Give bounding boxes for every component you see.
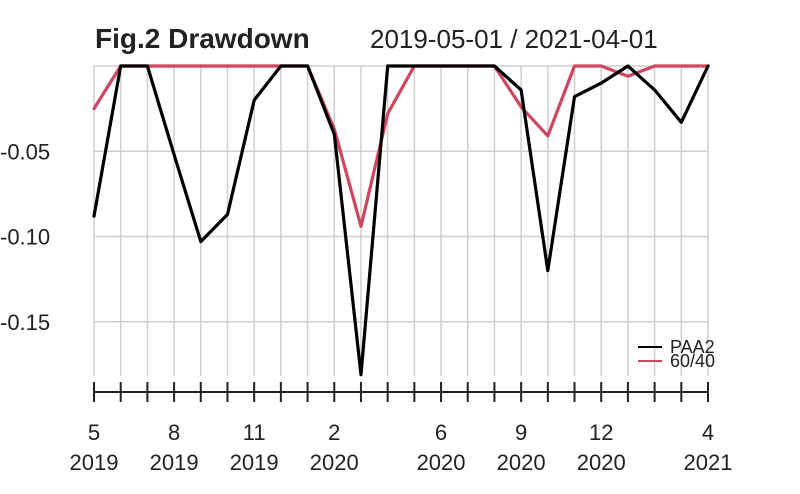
x-tick-label-month: 8 <box>168 420 180 445</box>
x-tick-label-year: 2021 <box>684 450 733 475</box>
y-tick-label: -0.05 <box>0 139 50 164</box>
series-lines <box>92 64 710 377</box>
legend-label: PAA2 <box>670 337 715 357</box>
x-tick-label-month: 5 <box>88 420 100 445</box>
x-tick-label-year: 2019 <box>150 450 199 475</box>
y-axis-tick-labels: -0.05 -0.10 -0.15 <box>0 139 50 335</box>
series-line-6040 <box>92 64 710 228</box>
x-axis: 5 2019 8 2019 11 2019 2 2020 6 2020 9 2020 12 2020 4 20… <box>70 382 733 475</box>
x-tick-label-month: 12 <box>589 420 613 445</box>
x-tick-label-year: 2020 <box>497 450 546 475</box>
x-tick-label-year: 2019 <box>70 450 119 475</box>
y-tick-label: -0.15 <box>0 310 50 335</box>
x-tick-label-month: 4 <box>702 420 714 445</box>
x-tick-label-month: 9 <box>515 420 527 445</box>
y-tick-label: -0.10 <box>0 225 50 250</box>
chart-date-range: 2019-05-01 / 2021-04-01 <box>370 24 658 54</box>
x-tick-label-year: 2020 <box>417 450 466 475</box>
x-tick-label-year: 2020 <box>310 450 359 475</box>
x-tick-label-month: 11 <box>243 420 266 445</box>
x-tick-label-month: 6 <box>435 420 447 445</box>
x-tick-label-year: 2019 <box>230 450 279 475</box>
chart-title: Fig.2 Drawdown <box>95 23 310 54</box>
x-tick-label-year: 2020 <box>577 450 626 475</box>
legend-label: 60/40 <box>670 351 715 371</box>
gridlines <box>93 65 709 376</box>
series-line-paa2 <box>92 64 710 377</box>
x-tick-label-month: 2 <box>328 420 340 445</box>
